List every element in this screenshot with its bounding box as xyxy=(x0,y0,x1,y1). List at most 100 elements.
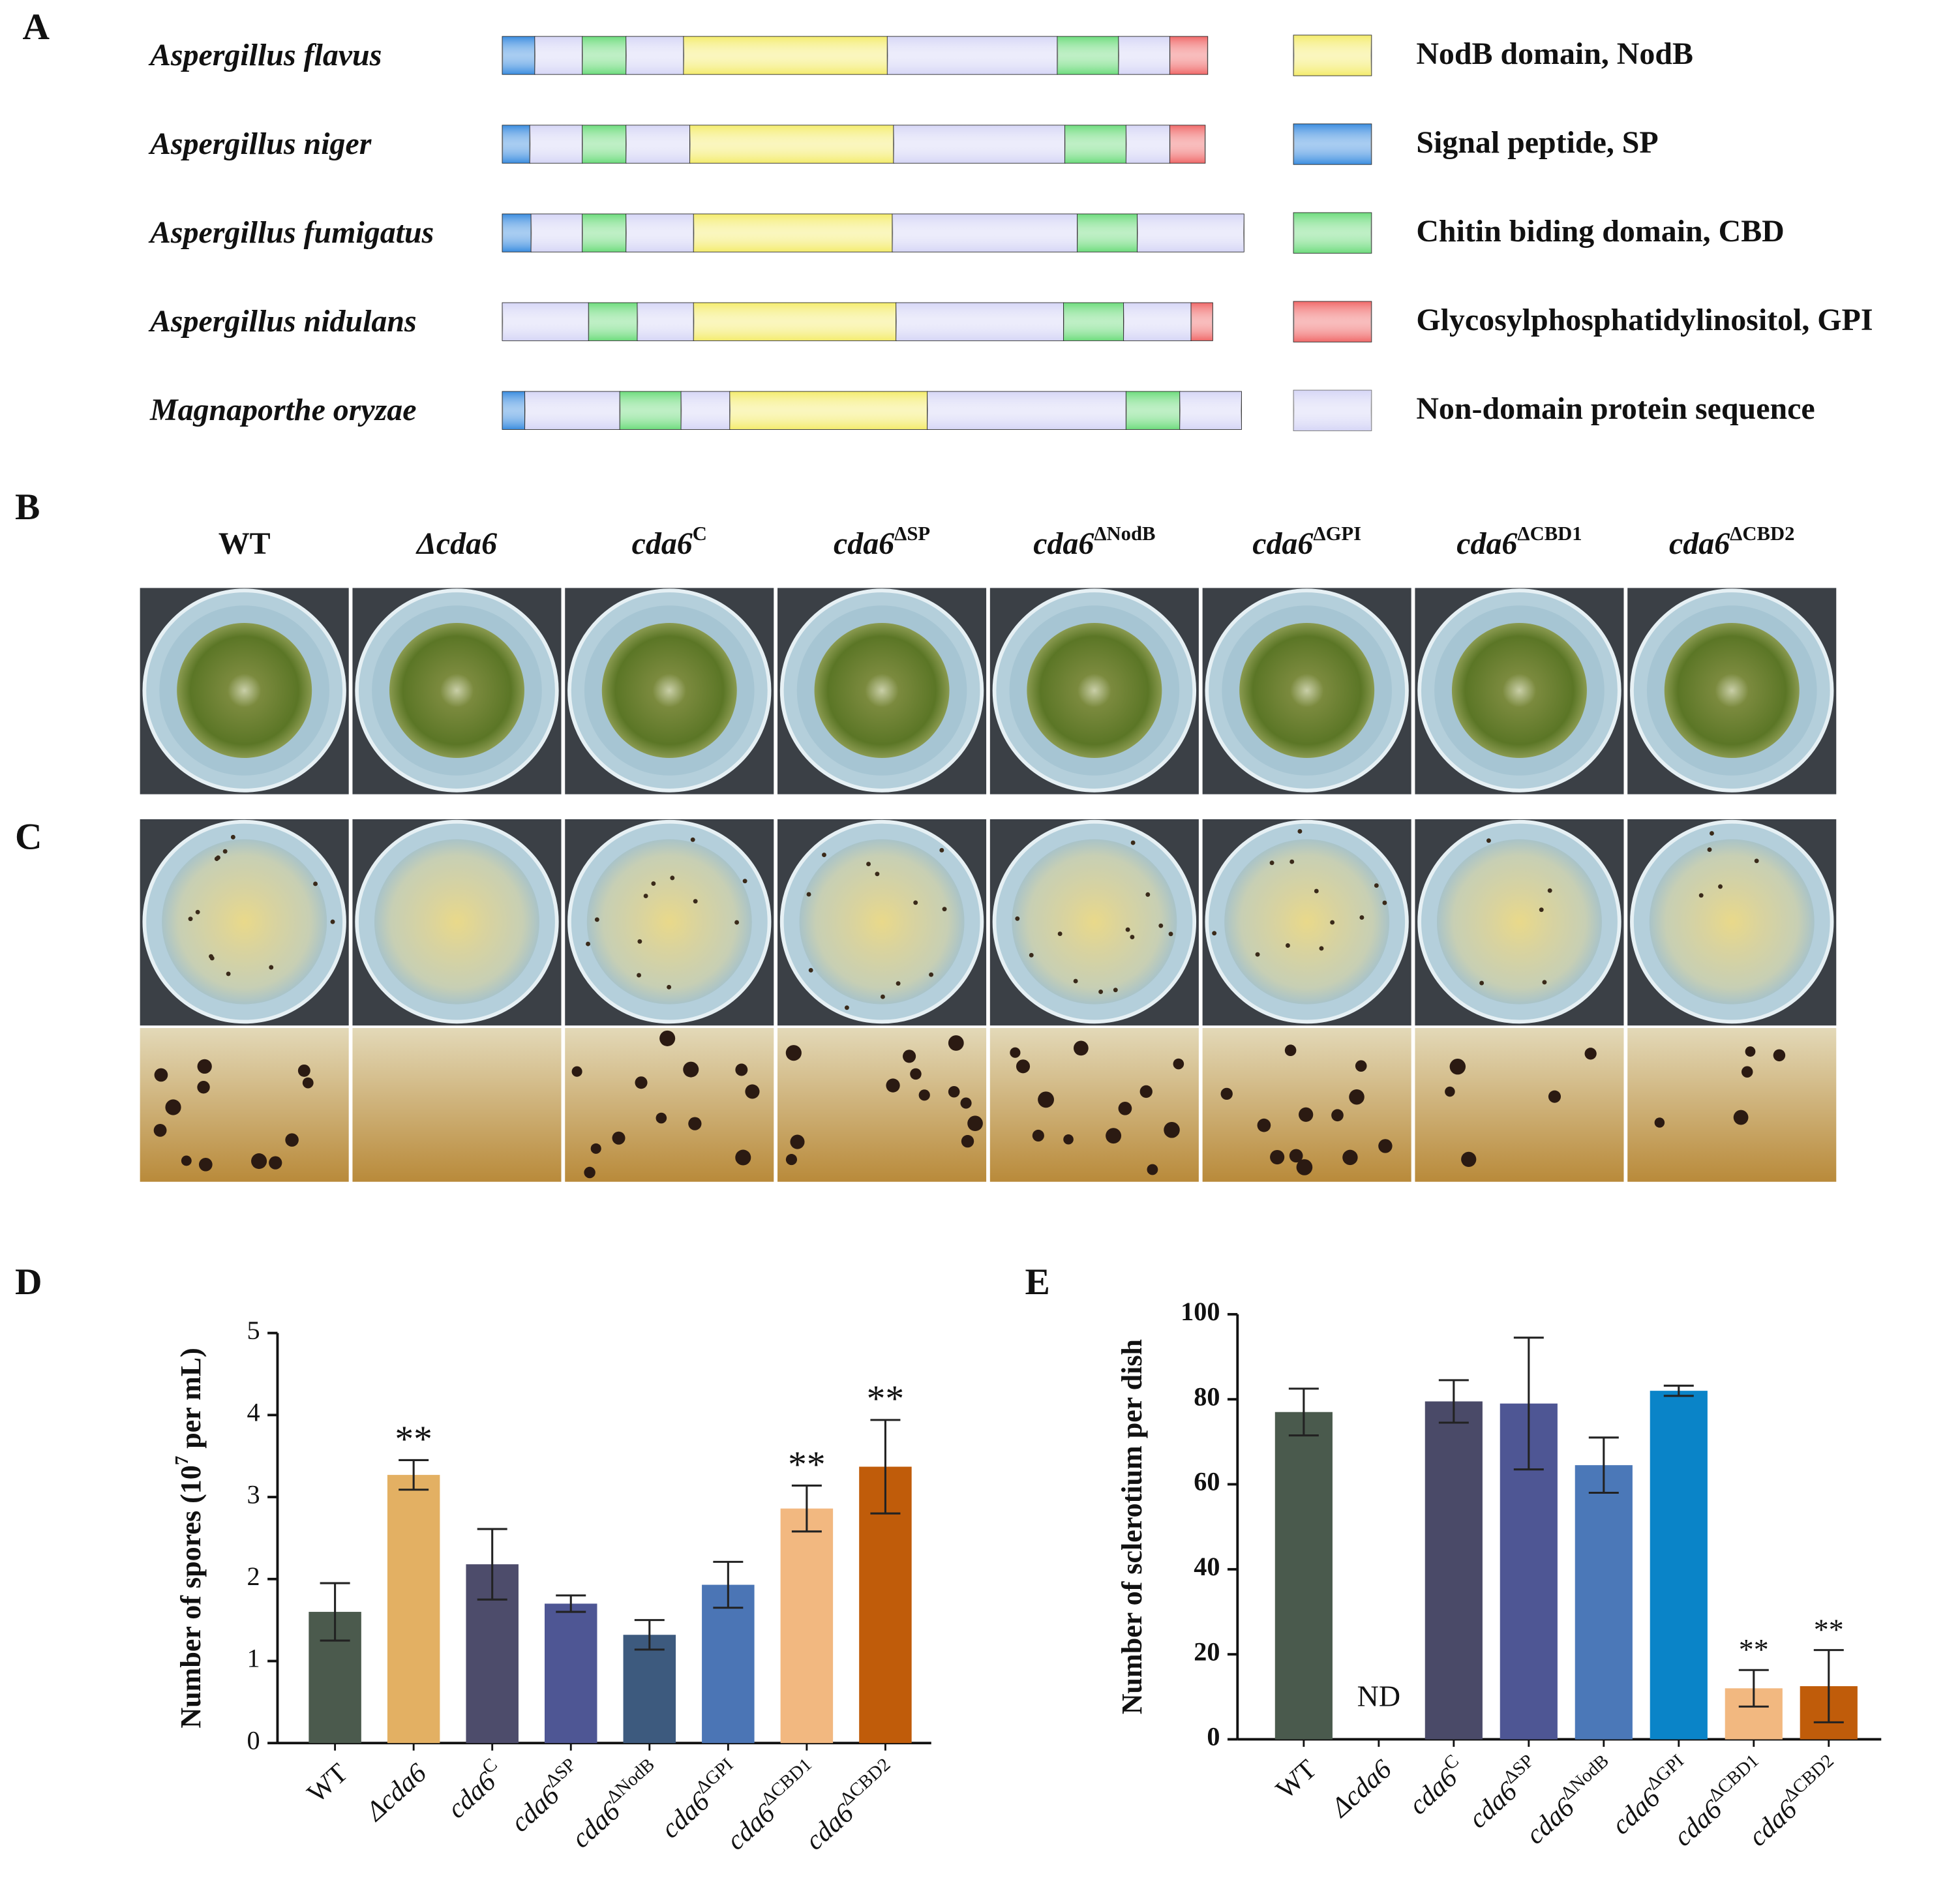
strain-label: Δcda6 xyxy=(359,1757,432,1828)
strain-label: cda6ΔCBD1 xyxy=(1456,522,1582,561)
domain-segment xyxy=(619,391,682,430)
error-bar xyxy=(1513,1337,1544,1471)
y-axis-label: Number of spores (107 per mL) xyxy=(172,1348,207,1729)
error-bar xyxy=(870,1419,901,1515)
bar xyxy=(780,1508,834,1744)
domain-segment xyxy=(534,36,583,75)
y-tick-label: 60 xyxy=(1194,1467,1220,1496)
strain-label: cda6C xyxy=(438,1754,511,1824)
bar xyxy=(1650,1391,1708,1740)
strain-label: cda6ΔGPI xyxy=(1252,522,1361,561)
species-name: Aspergillus nidulans xyxy=(148,304,417,339)
panel-label: B xyxy=(15,487,40,528)
domain-segment xyxy=(637,302,695,341)
y-tick-label: 100 xyxy=(1181,1297,1220,1326)
panel-label: A xyxy=(22,7,50,48)
domain-segment xyxy=(683,36,888,75)
panel-label: D xyxy=(15,1262,42,1303)
y-tick-label: 40 xyxy=(1194,1552,1220,1581)
domain-segment xyxy=(1077,213,1138,252)
legend-label: NodB domain, NodB xyxy=(1416,37,1693,71)
strain-label: cda6ΔCBD2 xyxy=(1669,522,1794,561)
panel-label: C xyxy=(15,817,42,858)
significance-mark: ** xyxy=(867,1378,904,1419)
strain-label: WT xyxy=(219,526,271,561)
error-bar xyxy=(320,1582,350,1642)
y-tick-label: 1 xyxy=(247,1644,260,1673)
domain-segment xyxy=(1063,302,1124,341)
domain-segment xyxy=(1125,125,1171,164)
y-tick-label: 80 xyxy=(1194,1382,1220,1411)
error-bar xyxy=(1288,1387,1319,1437)
y-tick-label: 2 xyxy=(247,1562,260,1591)
domain-segment xyxy=(582,36,627,75)
significance-mark: ** xyxy=(395,1419,432,1460)
bar xyxy=(702,1584,755,1744)
domain-segment xyxy=(582,125,627,164)
bar xyxy=(1274,1412,1333,1740)
error-bar xyxy=(791,1484,822,1533)
domain-segment xyxy=(626,125,691,164)
error-bar xyxy=(556,1594,586,1613)
domain-segment xyxy=(689,125,895,164)
domain-segment xyxy=(693,302,897,341)
domain-segment xyxy=(1190,302,1213,341)
bar xyxy=(387,1475,440,1744)
domain-segment xyxy=(1123,302,1192,341)
domain-segment xyxy=(886,36,1059,75)
significance-mark: ** xyxy=(1814,1612,1844,1646)
value-label: ND xyxy=(1357,1680,1400,1713)
y-tick-label: 5 xyxy=(247,1316,260,1345)
domain-segment xyxy=(729,391,928,430)
error-bar xyxy=(477,1528,507,1601)
domain-segment xyxy=(892,213,1078,252)
domain-segment xyxy=(530,213,583,252)
y-tick-label: 20 xyxy=(1194,1637,1220,1666)
domain-segment xyxy=(1118,36,1171,75)
y-axis-label: Number of sclerotium per dish xyxy=(1116,1339,1148,1714)
legend-label: Chitin biding domain, CBD xyxy=(1416,214,1784,249)
microscope-photo xyxy=(777,1027,987,1182)
domain-segment xyxy=(582,213,627,252)
error-bar xyxy=(1663,1384,1694,1397)
domain-segment xyxy=(1057,36,1120,75)
legend-label: Signal peptide, SP xyxy=(1416,125,1658,160)
domain-segment xyxy=(1169,125,1206,164)
species-name: Aspergillus fumigatus xyxy=(148,215,434,250)
domain-segment xyxy=(529,125,583,164)
domain-segment xyxy=(502,391,526,430)
domain-segment xyxy=(1169,36,1209,75)
domain-segment xyxy=(502,302,590,341)
strain-label: WT xyxy=(1270,1753,1322,1805)
domain-segment xyxy=(1064,125,1127,164)
domain-segment xyxy=(927,391,1127,430)
bar xyxy=(1425,1401,1483,1740)
strain-label: cda6ΔSP xyxy=(834,522,930,561)
domain-segment xyxy=(502,36,536,75)
domain-segment xyxy=(680,391,731,430)
strain-label: Δcda6 xyxy=(1324,1753,1397,1824)
legend-label: Non-domain protein sequence xyxy=(1416,391,1815,426)
domain-segment xyxy=(1137,213,1244,252)
domain-segment xyxy=(1125,391,1181,430)
bar xyxy=(544,1603,597,1744)
domain-segment xyxy=(626,36,685,75)
error-bar xyxy=(1738,1669,1769,1708)
y-tick-label: 0 xyxy=(247,1725,260,1755)
domain-segment xyxy=(896,302,1064,341)
domain-segment xyxy=(893,125,1066,164)
microscope-photo xyxy=(1202,1027,1411,1182)
microscope-photo xyxy=(989,1027,1199,1182)
strain-label: cda6C xyxy=(632,522,707,561)
domain-segment xyxy=(626,213,695,252)
error-bar xyxy=(1438,1379,1469,1424)
error-bar xyxy=(713,1560,744,1609)
domain-segment xyxy=(502,125,531,164)
error-bar xyxy=(1588,1436,1619,1494)
y-tick-label: 0 xyxy=(1207,1722,1220,1751)
domain-segment xyxy=(524,391,621,430)
species-name: Aspergillus flavus xyxy=(148,38,382,72)
species-name: Aspergillus niger xyxy=(148,127,372,161)
